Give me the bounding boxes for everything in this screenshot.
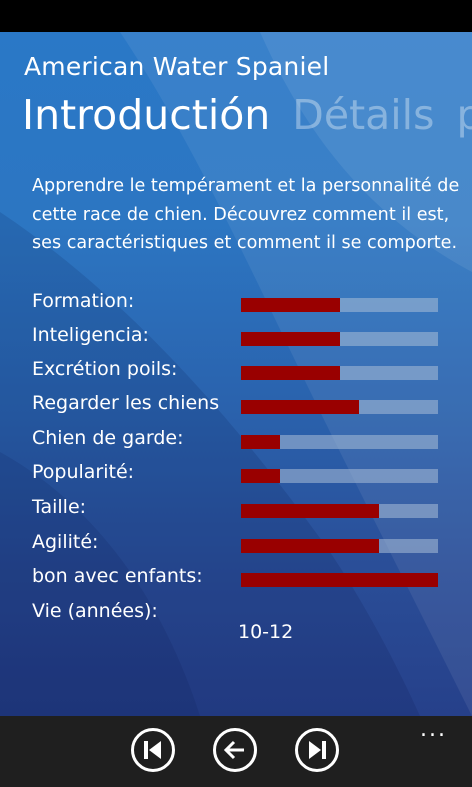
trait-bar-fill xyxy=(241,366,340,380)
trait-bar-track xyxy=(241,298,438,312)
trait-bar-track xyxy=(241,539,438,553)
trait-bar-fill xyxy=(241,298,340,312)
skip-previous-button[interactable] xyxy=(131,728,175,772)
tab-introduction[interactable]: Introductión xyxy=(22,91,271,139)
trait-bar-track xyxy=(241,332,438,346)
trait-label: Regarder les chiens xyxy=(32,392,220,414)
more-options-button[interactable]: ... xyxy=(420,717,447,742)
trait-label: bon avec enfants: xyxy=(32,565,203,587)
trait-label: Inteligencia: xyxy=(32,324,149,346)
back-button[interactable] xyxy=(213,728,257,772)
trait-bar-fill xyxy=(241,332,340,346)
tab-next-partial[interactable]: pl xyxy=(456,91,472,139)
trait-label: Taille: xyxy=(32,496,87,518)
trait-bar-track xyxy=(241,366,438,380)
lifespan-label: Vie (années): xyxy=(32,600,158,622)
trait-bar-track xyxy=(241,435,438,449)
trait-bar-fill xyxy=(241,400,359,414)
skip-next-icon xyxy=(309,741,326,759)
skip-next-button[interactable] xyxy=(295,728,339,772)
description-text: Apprendre le tempérament et la personnal… xyxy=(32,176,460,253)
background-swirl xyxy=(0,32,472,716)
trait-bar-fill xyxy=(241,573,438,587)
trait-label: Agilité: xyxy=(32,531,99,553)
trait-label: Popularité: xyxy=(32,461,135,483)
trait-bar-fill xyxy=(241,435,280,449)
trait-bar-track xyxy=(241,469,438,483)
trait-bar-fill xyxy=(241,504,379,518)
trait-bar-track xyxy=(241,504,438,518)
trait-label: Chien de garde: xyxy=(32,427,184,449)
trait-label: Formation: xyxy=(32,290,135,312)
trait-bar-track xyxy=(241,400,438,414)
trait-bar-fill xyxy=(241,469,280,483)
trait-bar-fill xyxy=(241,539,379,553)
status-bar xyxy=(0,0,472,32)
trait-bar-track xyxy=(241,573,438,587)
trait-label: Excrétion poils: xyxy=(32,358,178,380)
lifespan-value: 10-12 xyxy=(238,621,294,643)
app-title: American Water Spaniel xyxy=(24,52,330,81)
pivot-header: Introductión Détails pl xyxy=(22,89,472,141)
back-arrow-icon xyxy=(223,740,244,760)
skip-previous-icon xyxy=(144,741,161,759)
tab-details[interactable]: Détails xyxy=(292,91,435,139)
